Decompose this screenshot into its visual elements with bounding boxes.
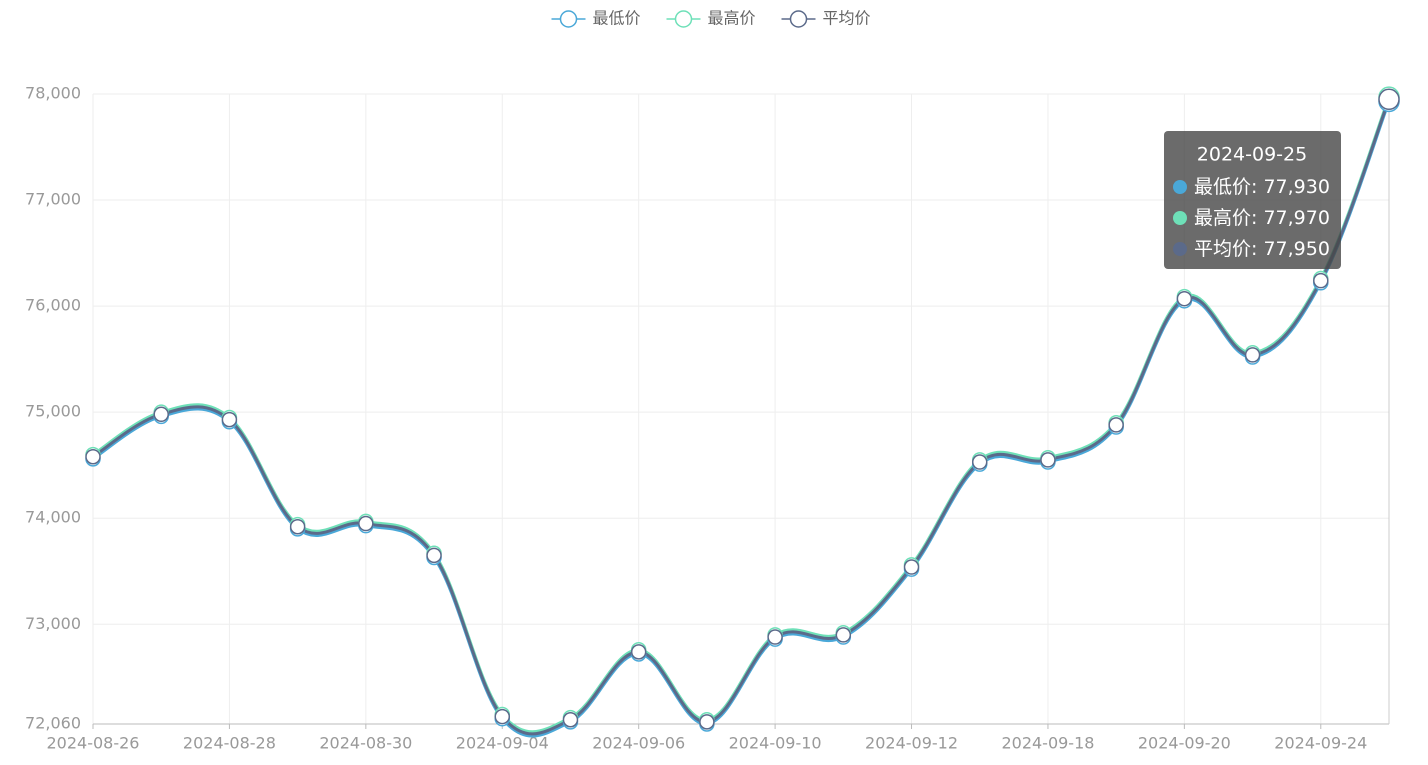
tooltip-row: 最低价: 77,930 [1194, 176, 1330, 198]
legend-label[interactable]: 最低价 [593, 9, 641, 28]
data-point[interactable] [1378, 88, 1400, 111]
y-tick-label: 76,000 [25, 296, 81, 315]
tooltip-marker [1173, 242, 1187, 256]
x-tick-label: 2024-09-04 [456, 734, 549, 753]
x-tick-label: 2024-09-18 [1001, 734, 1094, 753]
tooltip-marker [1173, 180, 1187, 194]
tooltip-row: 平均价: 77,950 [1194, 238, 1330, 260]
tooltip-name: 最低价 [1194, 176, 1251, 198]
x-tick-label: 2024-09-06 [592, 734, 685, 753]
tooltip-marker [1173, 211, 1187, 225]
legend-label[interactable]: 最高价 [708, 9, 756, 28]
data-point[interactable] [1108, 417, 1124, 433]
x-tick-label: 2024-08-26 [47, 734, 140, 753]
y-tick-label: 75,000 [25, 402, 81, 421]
y-tick-label: 74,000 [25, 508, 81, 527]
x-tick-label: 2024-09-24 [1274, 734, 1367, 753]
data-point[interactable] [153, 406, 169, 423]
legend-label[interactable]: 平均价 [823, 9, 871, 28]
legend-marker [789, 10, 808, 28]
tooltip: 2024-09-25 最低价: 77,930 最高价: 77,970 平均价: 77,… [1164, 131, 1341, 269]
tooltip-row: 最高价: 77,970 [1194, 207, 1330, 229]
data-point[interactable] [1313, 272, 1329, 289]
data-point[interactable] [426, 547, 442, 564]
legend-marker [559, 10, 578, 28]
data-point[interactable] [971, 454, 988, 470]
x-tick-label: 2024-08-30 [319, 734, 412, 753]
y-tick-label: 78,000 [25, 84, 81, 103]
tooltip-value: 77,950 [1263, 238, 1329, 260]
x-tick-label: 2024-08-28 [183, 734, 276, 753]
data-point[interactable] [699, 714, 715, 730]
tooltip-value: 77,970 [1263, 207, 1329, 229]
x-tick-label: 2024-09-10 [729, 734, 822, 753]
y-tick-label: 73,000 [25, 614, 81, 633]
legend-marker [674, 10, 693, 28]
data-point[interactable] [1176, 290, 1193, 307]
data-point[interactable] [903, 559, 920, 575]
y-tick-label: 72,060 [25, 714, 81, 733]
data-point[interactable] [630, 644, 647, 660]
data-point[interactable] [85, 448, 101, 465]
data-point[interactable] [221, 411, 238, 428]
tooltip-name: 最高价 [1194, 207, 1251, 229]
data-point[interactable] [494, 708, 511, 725]
x-tick-label: 2024-09-20 [1138, 734, 1231, 753]
legend: 最低价 最高价 平均价 [551, 9, 871, 28]
tooltip-value: 77,930 [1263, 176, 1329, 198]
x-tick-label: 2024-09-12 [865, 734, 958, 753]
data-point[interactable] [767, 629, 783, 645]
tooltip-title: 2024-09-25 [1197, 144, 1307, 166]
data-point[interactable] [1040, 452, 1056, 468]
data-point[interactable] [562, 712, 579, 728]
y-tick-label: 77,000 [25, 190, 81, 209]
tooltip-name: 平均价 [1194, 238, 1251, 260]
data-point[interactable] [1244, 347, 1261, 363]
data-point[interactable] [358, 515, 374, 532]
data-point[interactable] [289, 518, 306, 535]
tooltip-box [1164, 131, 1341, 269]
data-point[interactable] [835, 627, 852, 643]
